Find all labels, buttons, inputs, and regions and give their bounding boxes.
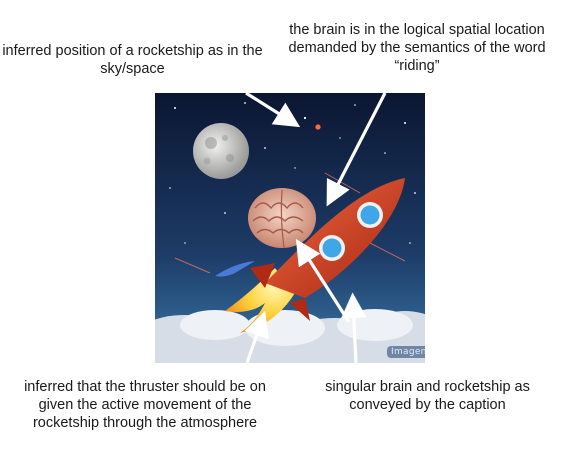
imagen-watermark: Imagen [387, 346, 425, 358]
brain [248, 188, 316, 249]
moon [193, 123, 249, 179]
annotation-bottom-left: inferred that the thruster should be on … [24, 379, 266, 431]
annotation-bottom-right: singular brain and rocketship as conveye… [325, 379, 530, 413]
annotation-top-right: the brain is in the logical spatial loca… [288, 22, 546, 74]
annotation-top-left: inferred position of a rocketship as in … [2, 43, 263, 77]
red-star [315, 124, 321, 130]
clouds [155, 309, 425, 363]
scene-illustration [155, 93, 425, 363]
generated-image: Imagen [155, 93, 425, 363]
